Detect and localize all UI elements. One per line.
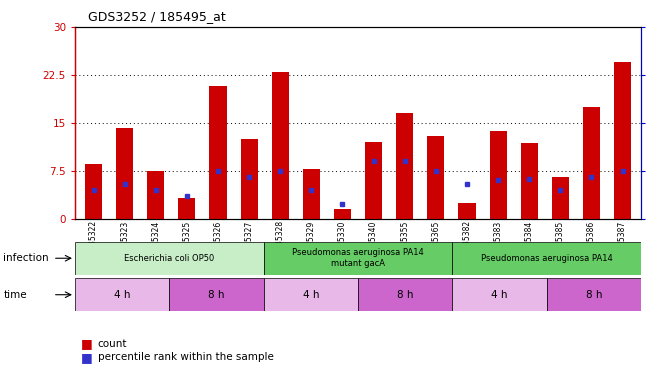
Text: count: count — [98, 339, 127, 349]
Bar — [75, 278, 169, 311]
Bar — [210, 86, 227, 219]
Bar — [547, 278, 641, 311]
Bar — [178, 199, 195, 219]
Bar — [241, 139, 258, 219]
Bar — [303, 169, 320, 219]
Bar — [75, 242, 264, 275]
Text: 4 h: 4 h — [303, 290, 319, 300]
Bar — [521, 143, 538, 219]
Text: 8 h: 8 h — [586, 290, 602, 300]
Bar — [452, 278, 547, 311]
Text: Pseudomonas aeruginosa PA14
mutant gacA: Pseudomonas aeruginosa PA14 mutant gacA — [292, 248, 424, 268]
Bar — [85, 164, 102, 219]
Text: 8 h: 8 h — [208, 290, 225, 300]
Bar — [264, 278, 358, 311]
Text: time: time — [3, 290, 27, 300]
Text: 4 h: 4 h — [114, 290, 130, 300]
Bar — [614, 62, 631, 219]
Bar — [169, 278, 264, 311]
Text: Escherichia coli OP50: Escherichia coli OP50 — [124, 254, 214, 263]
Text: ■: ■ — [81, 337, 93, 350]
Bar — [116, 128, 133, 219]
Bar — [365, 142, 382, 219]
Bar — [458, 203, 475, 219]
Text: GDS3252 / 185495_at: GDS3252 / 185495_at — [88, 10, 226, 23]
Text: ■: ■ — [81, 351, 93, 364]
Text: percentile rank within the sample: percentile rank within the sample — [98, 352, 273, 362]
Bar — [334, 209, 351, 219]
Text: Pseudomonas aeruginosa PA14: Pseudomonas aeruginosa PA14 — [481, 254, 613, 263]
Bar — [452, 242, 641, 275]
Text: infection: infection — [3, 253, 49, 263]
Text: 8 h: 8 h — [397, 290, 413, 300]
Bar — [552, 177, 569, 219]
Bar — [264, 242, 452, 275]
Bar — [490, 131, 506, 219]
Bar — [427, 136, 445, 219]
Bar — [396, 113, 413, 219]
Bar — [583, 107, 600, 219]
Bar — [147, 171, 164, 219]
Bar — [271, 72, 289, 219]
Bar — [358, 278, 452, 311]
Text: 4 h: 4 h — [492, 290, 508, 300]
